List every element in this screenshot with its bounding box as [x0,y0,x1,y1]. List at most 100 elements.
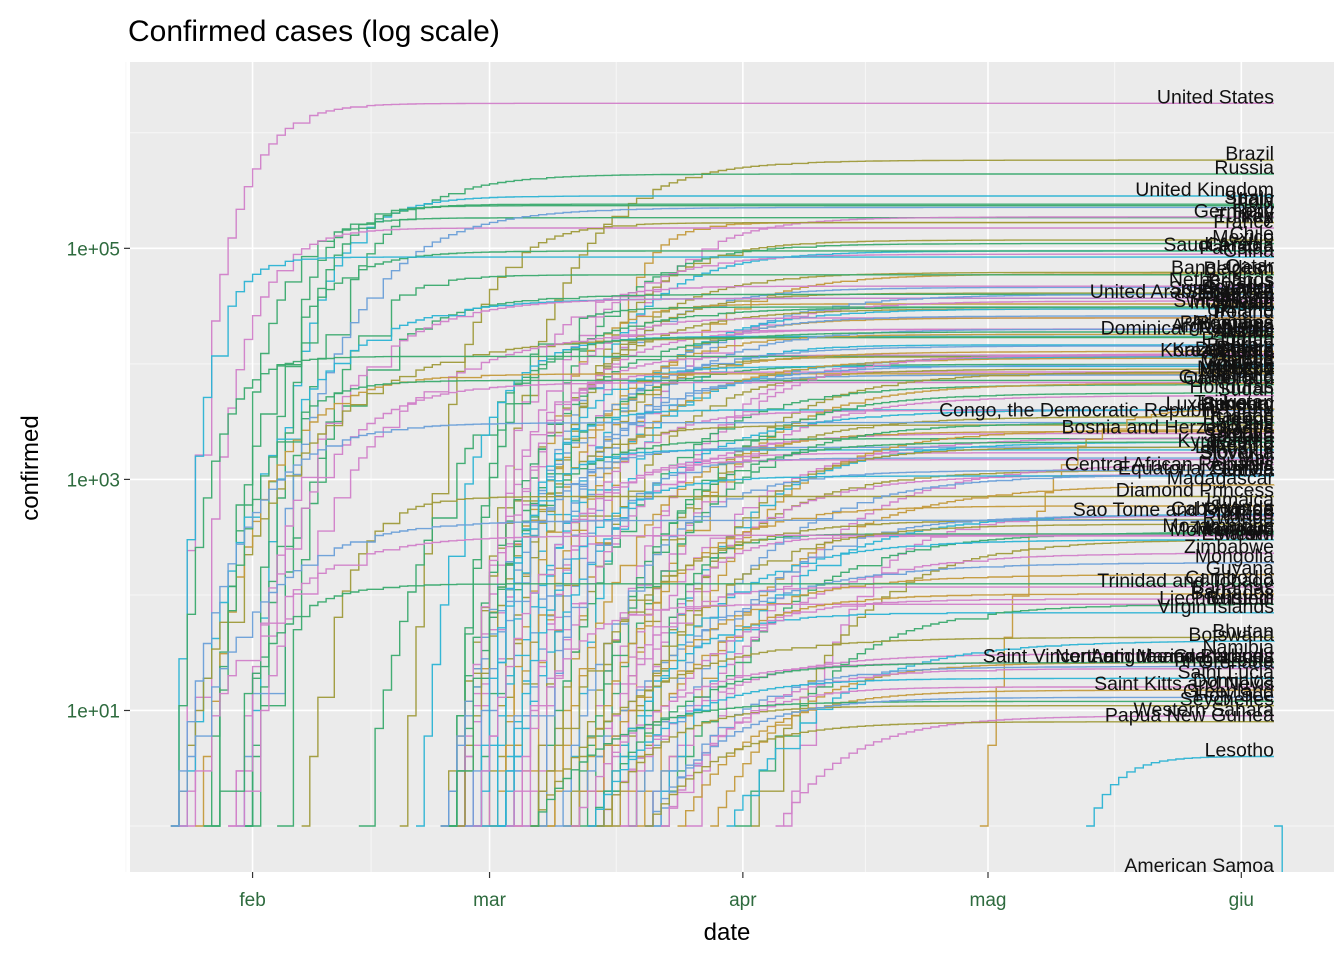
series-label-barbados: Barbados [1191,582,1275,604]
series-label-bangladesh: Bangladesh [1171,257,1274,279]
series-label-finland: Finland [1210,365,1274,387]
series-label-bhutan: Bhutan [1212,620,1274,642]
series-line-canada [203,250,1274,827]
series-label-malaysia: Malaysia [1197,357,1274,379]
series-line-western-sahara [775,715,1274,827]
series-label-singapore: Singapore [1185,281,1274,303]
series-line-united-arab-emirates [228,297,1274,827]
series-label-somalia: Somalia [1204,425,1275,447]
series-line-lesotho [1086,755,1274,827]
series-label-canada: Canada [1206,234,1274,256]
series-label-morocco: Morocco [1199,358,1274,380]
series-line-american-samoa [1274,825,1283,872]
series-line-papua-new-guinea [644,721,1274,827]
series-line-argentina [505,328,1274,827]
series-line-iceland [473,449,1274,827]
series-label-lesotho: Lesotho [1205,739,1275,761]
series-line-botswana [726,640,1275,827]
series-label-albania: Albania [1209,453,1274,475]
series-label-cuba: Cuba [1227,425,1274,447]
series-line-diamond-princess [301,495,1274,827]
series-label-egypt: Egypt [1224,290,1274,312]
series-line-sao-tome-and-principe [783,515,1274,827]
series-label-saudi-arabia: Saudi Arabia [1163,234,1274,256]
series-label-greece: Greece [1210,408,1274,430]
series-line-cabo-verde [644,514,1274,827]
series-label-slovakia: Slovakia [1200,441,1274,463]
series-line-kyrgyzstan [628,446,1274,827]
series-label-guyana: Guyana [1206,558,1274,580]
series-line-namibia [595,653,1274,827]
series-line-equatorial-guinea [595,473,1274,827]
series-label-korea-south: Korea, South [1160,339,1274,361]
series-label-kenya: Kenya [1219,421,1274,443]
series-label-portugal: Portugal [1201,287,1274,309]
series-line-holy-see [530,700,1274,827]
series-label-spain: Spain [1224,187,1274,209]
series-label-haiti: Haiti [1235,413,1274,435]
series-label-malawi: Malawi [1213,523,1274,545]
series-line-sweden [244,293,1274,827]
series-label-ireland: Ireland [1214,301,1274,323]
series-line-china [170,256,1274,827]
series-line-rwanda [595,523,1274,827]
series-label-belgium: Belgium [1204,258,1274,280]
series-label-argentina: Argentina [1191,312,1275,334]
series-label-armenia: Armenia [1201,341,1274,363]
y-axis-title: confirmed [17,415,44,520]
series-line-ecuador [489,292,1274,827]
series-line-indonesia [497,308,1275,827]
series-label-romania: Romania [1196,312,1274,334]
series-label-sudan: Sudan [1218,379,1274,401]
series-label-botswana: Botswana [1188,624,1274,646]
series-label-united-states: United States [1157,86,1274,108]
series-label-france: France [1213,211,1274,233]
x-axis-title: date [704,919,751,946]
series-label-jamaica: Jamaica [1201,489,1274,511]
series-label-turkey: Turkey [1215,206,1274,228]
series-label-germany: Germany [1194,201,1274,223]
series-line-seychelles [595,705,1274,827]
series-label-bolivia: Bolivia [1217,337,1275,359]
series-line-cambodia [211,583,1274,827]
series-label-montenegro: Montenegro [1170,519,1274,541]
x-tick-label: feb [239,890,265,911]
series-label-mexico: Mexico [1212,227,1274,249]
series-line-netherlands [465,285,1274,827]
series-line-norway [456,371,1274,827]
series-label-estonia: Estonia [1209,430,1274,452]
series-line-malawi [751,539,1274,827]
series-label-sao-tome-and-principe: Sao Tome and Principe [1073,499,1274,521]
series-label-hungary: Hungary [1200,393,1274,415]
series-label-saint-kitts-and-nevis: Saint Kitts and Nevis [1094,673,1274,695]
series-line-india [236,206,1274,827]
series-line-dominica [661,686,1274,827]
series-label-mali: Mali [1238,447,1274,469]
y-axis: 1e+01 1e+03 1e+05 [67,239,130,722]
series-label-luxembourg: Luxembourg [1166,393,1274,415]
series-line-virgin-islands [595,612,1274,827]
series-line-liechtenstein [505,603,1274,827]
series-line-vietnam [179,534,1274,827]
series-label-equatorial-guinea: Equatorial Guinea [1118,458,1274,480]
series-label-moldova: Moldova [1200,352,1274,374]
series-line-spain [252,203,1274,827]
series-label-pakistan: Pakistan [1199,237,1274,259]
series-label-holy-see: Holy See [1195,684,1274,706]
series-label-eswatini: Eswatini [1201,523,1274,545]
series-label-poland: Poland [1213,301,1274,323]
series-line-chile [505,239,1274,827]
series-label-colombia: Colombia [1192,284,1275,306]
series-line-zimbabwe [644,552,1274,827]
series-label-grenada: Grenada [1198,652,1274,674]
series-label-united-kingdom: United Kingdom [1135,179,1274,201]
series-label-diamond-princess: Diamond Princess [1116,479,1274,501]
series-label-guatemala: Guatemala [1179,366,1275,388]
series-line-iran [399,221,1274,827]
series-line-burundi [734,603,1274,827]
series-line-algeria [448,363,1274,827]
series-label-togo: Togo [1232,502,1274,524]
series-line-australia [203,379,1274,827]
series-label-lithuania: Lithuania [1195,436,1274,458]
series-label-antigua-and-barbuda: Antigua and Barbuda [1091,646,1274,668]
